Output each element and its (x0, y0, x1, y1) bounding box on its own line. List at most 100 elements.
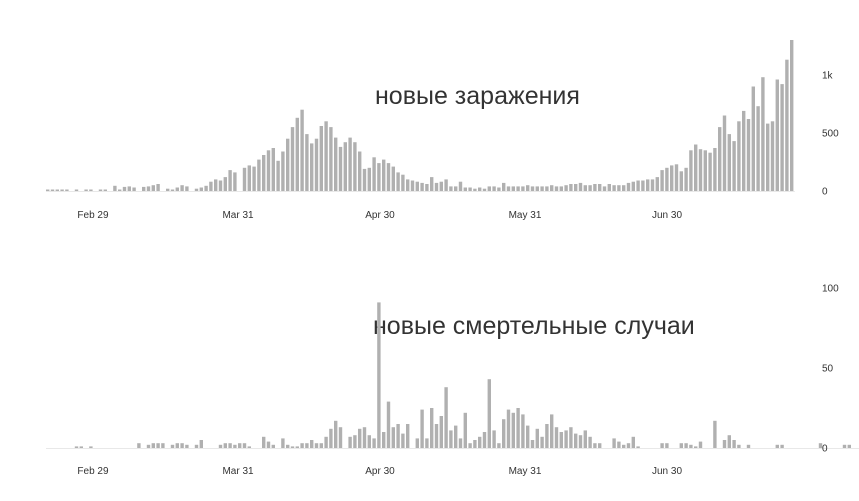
deaths-bar (521, 414, 525, 448)
deaths-bar (516, 408, 520, 448)
deaths-bar (281, 438, 285, 448)
infections-bar (276, 160, 280, 191)
deaths-bars (46, 302, 859, 449)
deaths-bar (569, 427, 573, 448)
infections-bar (578, 182, 583, 191)
deaths-bar (295, 446, 299, 448)
infections-bar (271, 148, 275, 191)
deaths-bar (185, 444, 189, 448)
deaths-bar (847, 444, 851, 448)
infections-bar (698, 149, 703, 191)
deaths-bar (262, 436, 266, 448)
deaths-bar (286, 444, 290, 448)
deaths-bar (161, 443, 165, 448)
deaths-bar (314, 443, 319, 448)
deaths-bar (396, 424, 400, 448)
deaths-bar (732, 440, 736, 448)
deaths-x-tick-label: Apr 30 (365, 466, 395, 477)
infections-bar (727, 134, 731, 191)
infections-bar (588, 185, 592, 191)
infections-bar (530, 186, 535, 191)
infections-bar (650, 179, 655, 191)
deaths-bar (175, 443, 179, 448)
infections-bar (214, 179, 218, 191)
infections-bar (449, 186, 453, 191)
deaths-bar (401, 433, 405, 448)
deaths-bar (665, 443, 669, 448)
infections-bar (74, 189, 79, 191)
infections-bar (314, 138, 319, 191)
infections-bar (511, 186, 515, 191)
infections-bar (775, 79, 779, 191)
infections-bar (516, 186, 520, 191)
infections-bar (785, 59, 789, 192)
infections-bar (262, 155, 266, 191)
infections-bar (382, 159, 386, 191)
infections-bar (343, 142, 347, 191)
infections-bar (439, 181, 443, 191)
deaths-bar (545, 424, 549, 448)
deaths-bar (583, 430, 587, 448)
deaths-bar (238, 443, 242, 448)
deaths-bar (434, 424, 439, 448)
deaths-bar (478, 436, 482, 448)
deaths-bar (151, 443, 155, 448)
infections-bar (708, 152, 712, 191)
infections-y-axis: 0 500 1k (822, 70, 839, 197)
deaths-bar (415, 438, 419, 448)
infections-bar (770, 121, 775, 191)
infections-bar (372, 157, 376, 191)
infections-bar (242, 167, 247, 191)
infections-bar (713, 148, 717, 191)
infections-bar (50, 189, 55, 191)
infections-bar (305, 134, 309, 191)
deaths-bar (324, 436, 328, 448)
infections-bar (722, 115, 727, 191)
infections-x-tick-label: Jun 30 (652, 210, 682, 221)
deaths-bar (684, 443, 688, 448)
infections-bar (622, 185, 626, 191)
infections-x-tick-label: May 31 (509, 210, 542, 221)
infections-bar (367, 167, 371, 191)
deaths-bar (386, 401, 391, 448)
infections-bar (118, 189, 122, 191)
deaths-bar (458, 438, 463, 448)
infections-bar (113, 185, 117, 191)
deaths-bar (372, 438, 376, 448)
deaths-bar (180, 443, 184, 448)
infections-bar (598, 184, 602, 191)
infections-bar (156, 184, 160, 191)
deaths-bar (362, 427, 367, 448)
infections-bar (545, 186, 549, 191)
infections-bar (766, 123, 770, 191)
infections-bar (146, 186, 151, 191)
infections-x-axis: Feb 29 Mar 31 Apr 30 May 31 Jun 30 (77, 210, 682, 221)
deaths-bar (377, 302, 381, 448)
infections-bar (554, 186, 559, 191)
deaths-bar (300, 443, 304, 448)
infections-bar (636, 180, 640, 191)
infections-bar (617, 185, 621, 191)
infections-bar (626, 182, 631, 191)
infections-bar (122, 186, 127, 191)
infections-bar (406, 179, 410, 191)
infections-bar (60, 189, 64, 191)
new-deaths-chart: новые смертельные случаи Feb 29 Mar 31 Apr… (46, 284, 859, 477)
deaths-bar (439, 416, 443, 448)
deaths-bar (482, 432, 487, 448)
deaths-bar (593, 443, 597, 448)
infections-bar (84, 189, 88, 191)
chart-title-infections: новые заражения (375, 82, 580, 110)
deaths-bar (713, 420, 717, 448)
deaths-bar (329, 428, 333, 448)
infections-bar (641, 180, 645, 191)
infections-bar (718, 127, 722, 191)
infections-bar (540, 186, 544, 191)
deaths-bar (540, 436, 544, 448)
infections-bar (55, 189, 59, 191)
infections-bars (46, 40, 795, 192)
infections-bar (746, 119, 751, 191)
infections-bar (569, 184, 573, 191)
deaths-bar (382, 432, 386, 448)
